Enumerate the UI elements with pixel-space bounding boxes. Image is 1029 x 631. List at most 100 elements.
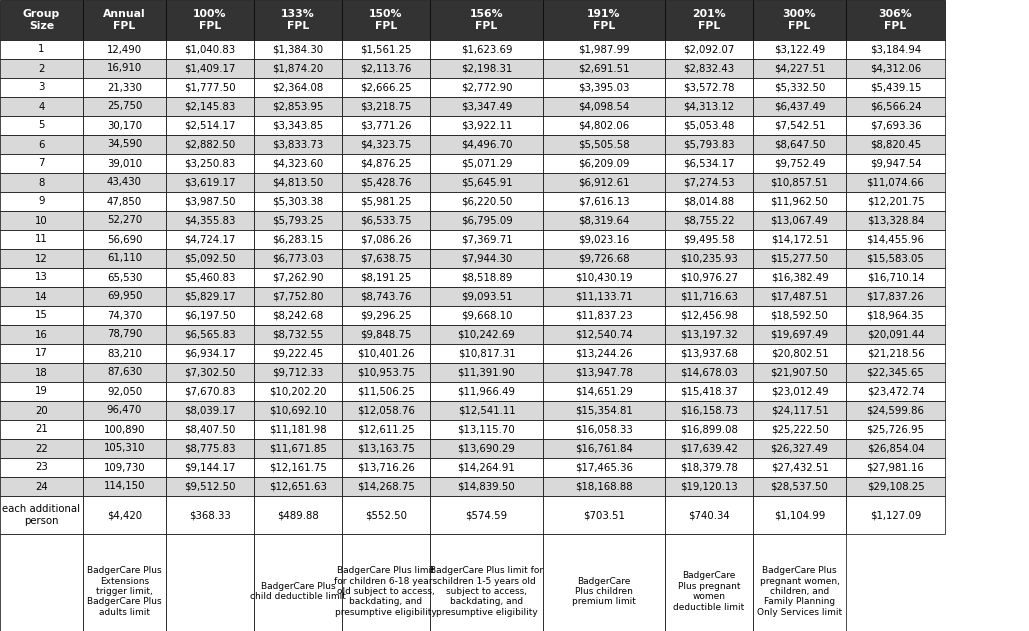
Text: 4: 4	[38, 102, 44, 112]
Bar	[846, 401, 945, 420]
Bar	[342, 230, 430, 249]
Text: $2,666.25: $2,666.25	[360, 83, 412, 93]
Bar	[543, 211, 665, 230]
Bar	[543, 477, 665, 496]
Bar	[83, 154, 166, 173]
Bar	[543, 97, 665, 116]
Bar	[254, 211, 342, 230]
Bar	[430, 287, 543, 306]
Text: $18,592.50: $18,592.50	[771, 310, 828, 321]
Text: $7,752.80: $7,752.80	[273, 292, 324, 302]
Bar	[0, 78, 83, 97]
Text: $6,912.61: $6,912.61	[578, 177, 630, 187]
Text: $7,262.90: $7,262.90	[273, 273, 324, 283]
Bar	[0, 496, 83, 534]
Bar	[83, 363, 166, 382]
Bar	[430, 382, 543, 401]
Bar	[342, 344, 430, 363]
Text: $11,966.49: $11,966.49	[458, 387, 516, 396]
Bar	[430, 477, 543, 496]
Text: $3,343.85: $3,343.85	[273, 121, 324, 131]
Text: $8,820.45: $8,820.45	[870, 139, 921, 150]
Bar	[665, 173, 753, 192]
Text: 56,690: 56,690	[107, 235, 142, 244]
Bar	[665, 287, 753, 306]
Text: 25,750: 25,750	[107, 102, 142, 112]
Text: $11,074.66: $11,074.66	[866, 177, 924, 187]
Text: $8,518.89: $8,518.89	[461, 273, 512, 283]
Text: $13,197.32: $13,197.32	[680, 329, 738, 339]
Bar	[665, 97, 753, 116]
Text: $17,639.42: $17,639.42	[680, 444, 738, 454]
Bar	[846, 325, 945, 344]
Bar	[665, 0, 753, 40]
Text: $7,542.51: $7,542.51	[774, 121, 825, 131]
Bar	[846, 287, 945, 306]
Text: $9,144.17: $9,144.17	[184, 463, 236, 473]
Text: 78,790: 78,790	[107, 329, 142, 339]
Text: 13: 13	[35, 273, 48, 283]
Text: 191%
FPL: 191% FPL	[588, 9, 620, 31]
Bar	[342, 306, 430, 325]
Text: 16,910: 16,910	[107, 64, 142, 73]
Bar	[83, 534, 166, 631]
Text: 96,470: 96,470	[107, 406, 142, 415]
Text: $4,098.54: $4,098.54	[578, 102, 630, 112]
Text: 17: 17	[35, 348, 48, 358]
Bar	[753, 268, 846, 287]
Text: $2,853.95: $2,853.95	[273, 102, 324, 112]
Text: $23,472.74: $23,472.74	[866, 387, 924, 396]
Bar	[254, 401, 342, 420]
Text: 69,950: 69,950	[107, 292, 142, 302]
Text: $1,623.69: $1,623.69	[461, 45, 512, 54]
Bar	[753, 534, 846, 631]
Text: $13,690.29: $13,690.29	[458, 444, 516, 454]
Text: 30,170: 30,170	[107, 121, 142, 131]
Bar	[0, 135, 83, 154]
Text: $5,092.50: $5,092.50	[184, 254, 236, 264]
Bar	[254, 268, 342, 287]
Text: $5,829.17: $5,829.17	[184, 292, 236, 302]
Text: $13,067.49: $13,067.49	[771, 216, 828, 225]
Text: $2,832.43: $2,832.43	[683, 64, 735, 73]
Bar	[543, 496, 665, 534]
Bar	[83, 249, 166, 268]
Text: $1,384.30: $1,384.30	[273, 45, 323, 54]
Text: $27,432.51: $27,432.51	[771, 463, 828, 473]
Bar	[753, 59, 846, 78]
Text: 47,850: 47,850	[107, 196, 142, 206]
Bar	[543, 325, 665, 344]
Bar	[753, 420, 846, 439]
Text: $9,726.68: $9,726.68	[578, 254, 630, 264]
Bar	[342, 534, 430, 631]
Bar	[83, 116, 166, 135]
Bar	[430, 458, 543, 477]
Bar	[254, 249, 342, 268]
Bar	[430, 40, 543, 59]
Text: $368.33: $368.33	[189, 510, 230, 520]
Bar	[430, 363, 543, 382]
Bar	[665, 496, 753, 534]
Bar	[846, 439, 945, 458]
Text: BadgerCare
Plus children
premium limit: BadgerCare Plus children premium limit	[572, 577, 636, 606]
Bar	[665, 382, 753, 401]
Bar	[430, 268, 543, 287]
Text: 22: 22	[35, 444, 48, 454]
Text: 8: 8	[38, 177, 44, 187]
Bar	[543, 135, 665, 154]
Bar	[342, 173, 430, 192]
Text: $12,541.11: $12,541.11	[458, 406, 516, 415]
Bar	[753, 306, 846, 325]
Text: $3,218.75: $3,218.75	[360, 102, 412, 112]
Bar	[166, 78, 254, 97]
Text: $6,283.15: $6,283.15	[273, 235, 324, 244]
Text: $10,692.10: $10,692.10	[270, 406, 327, 415]
Bar	[846, 249, 945, 268]
Text: $14,172.51: $14,172.51	[771, 235, 828, 244]
Text: 65,530: 65,530	[107, 273, 142, 283]
Text: $18,964.35: $18,964.35	[866, 310, 924, 321]
Text: $3,347.49: $3,347.49	[461, 102, 512, 112]
Text: 105,310: 105,310	[104, 444, 145, 454]
Bar	[83, 40, 166, 59]
Text: $12,651.63: $12,651.63	[269, 481, 327, 492]
